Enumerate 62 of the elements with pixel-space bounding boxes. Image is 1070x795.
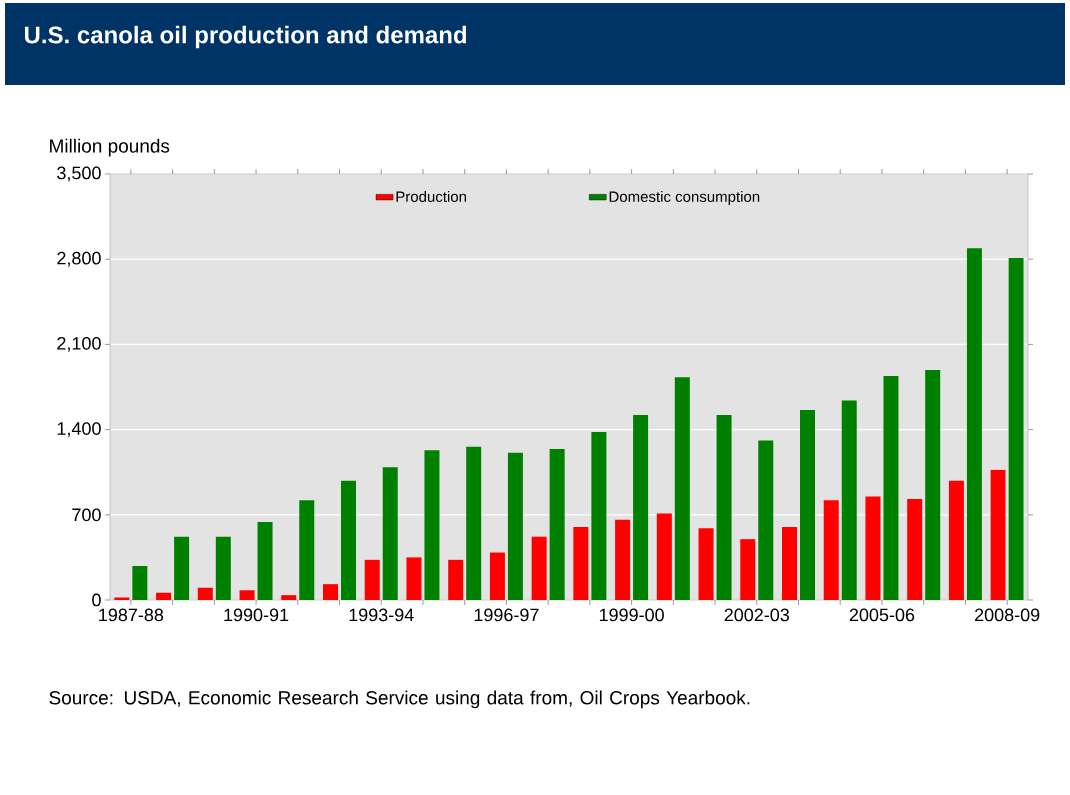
x-tick-label: 1987-88 (99, 608, 164, 622)
x-tick-label: 1996-97 (474, 608, 539, 622)
source-note: Source: USDA, Economic Research Service using data from, Oil Crops Yearbook. (49, 690, 750, 709)
bar (174, 536, 190, 600)
bar (907, 498, 923, 600)
bar (382, 467, 398, 600)
bar (448, 559, 464, 600)
legend-label: Domestic consumption (609, 190, 760, 205)
bar (591, 432, 607, 600)
bar (549, 449, 565, 600)
x-tick-label: 2008-09 (975, 608, 1040, 622)
bar (782, 526, 798, 600)
bar (883, 376, 899, 600)
bar (406, 557, 422, 600)
bar (197, 587, 213, 600)
bar (823, 500, 839, 600)
bar (758, 440, 774, 600)
x-tick-label: 2002-03 (724, 608, 790, 622)
bar (489, 552, 505, 600)
bar (865, 496, 881, 600)
bar (615, 519, 631, 600)
y-tick-label: 3,500 (57, 166, 101, 182)
bar (1008, 257, 1024, 600)
y-tick-label: 1,400 (57, 422, 101, 438)
bar (948, 480, 964, 600)
bar (841, 400, 857, 600)
bar (239, 590, 255, 600)
bar (740, 539, 756, 600)
x-tick-label: 1993-94 (349, 608, 414, 622)
y-tick-label: 2,100 (57, 336, 101, 352)
bar (716, 414, 732, 600)
bar (990, 469, 1006, 600)
bar (132, 565, 148, 600)
bar (424, 450, 440, 600)
bar (281, 595, 297, 600)
bar (156, 592, 172, 600)
bar (531, 536, 547, 600)
bar (323, 584, 338, 600)
y-tick-label: 2,800 (57, 251, 101, 267)
bar (698, 528, 714, 600)
y-tick-label: 0 (92, 593, 101, 607)
bar (656, 513, 672, 600)
bar (257, 522, 273, 600)
bar (507, 452, 523, 600)
bar (215, 536, 231, 600)
bar (466, 446, 482, 600)
bar (573, 526, 589, 600)
y-axis-title: Million pounds (50, 138, 170, 157)
legend-label: Production (396, 190, 467, 202)
bar (966, 248, 982, 600)
bar (674, 377, 690, 600)
x-tick-label: 1990-91 (224, 608, 289, 622)
bar (341, 480, 356, 600)
x-tick-label: 1999-00 (599, 608, 664, 622)
chart-title: U.S. canola oil production and demand (24, 25, 467, 49)
x-tick-label: 2005-06 (849, 608, 915, 622)
y-tick-label: 700 (72, 508, 101, 522)
bar (633, 414, 649, 600)
bar (364, 559, 380, 600)
bar (299, 500, 315, 600)
bar (925, 369, 941, 600)
bar (800, 410, 816, 600)
